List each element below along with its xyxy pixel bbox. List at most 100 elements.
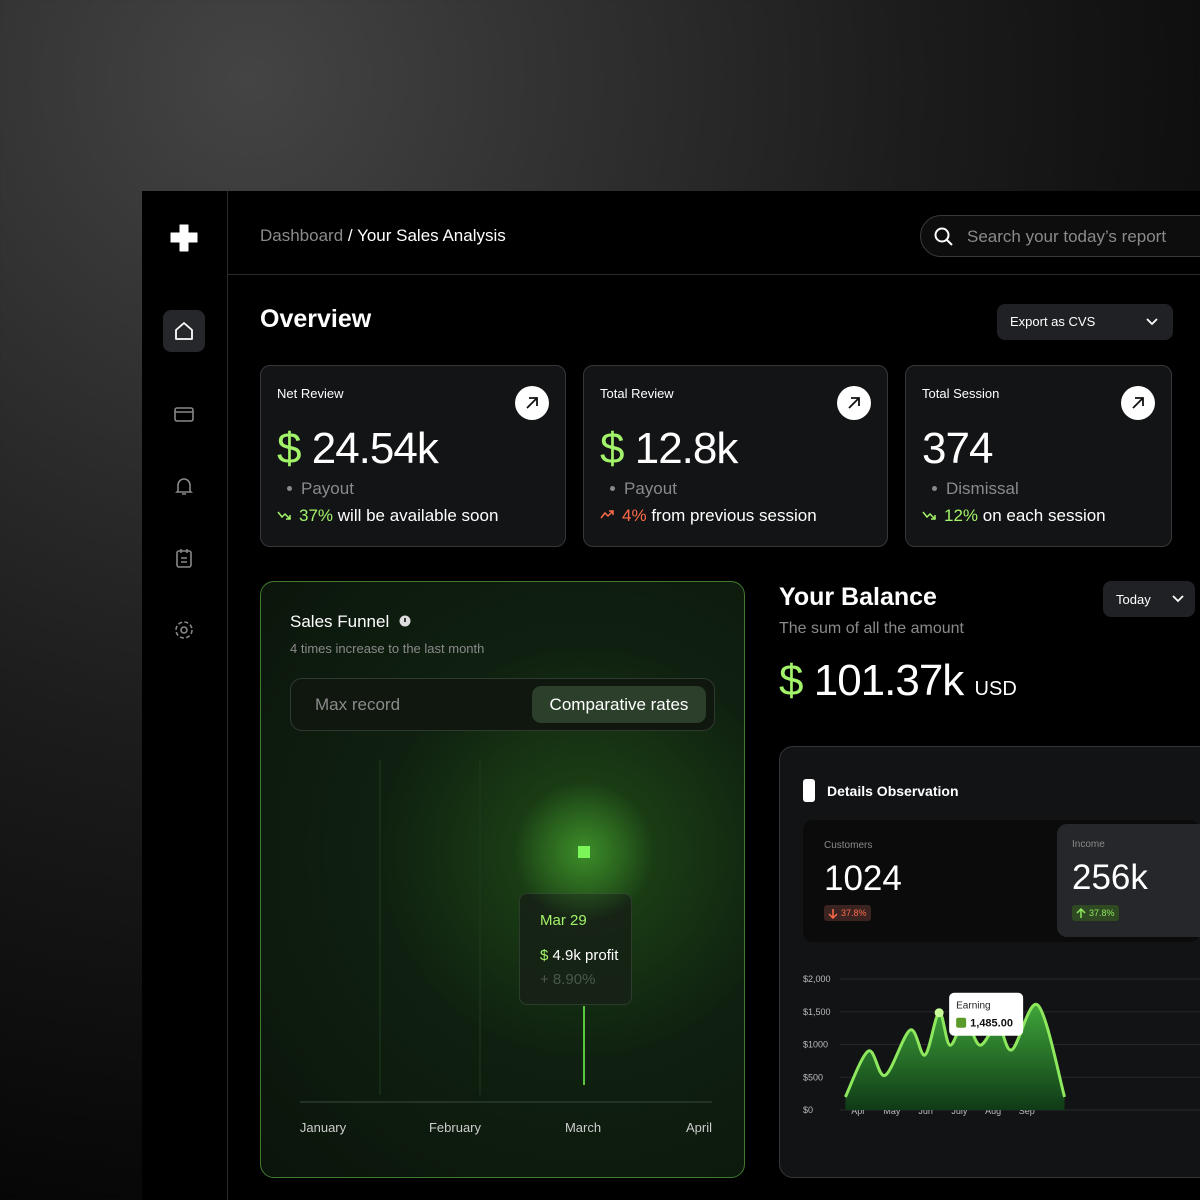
card-value: $ 12.8k: [600, 424, 739, 474]
stat-badge: 37.8%: [824, 905, 871, 921]
card-currency: $: [277, 424, 302, 473]
search-box[interactable]: Search your today’s report: [920, 215, 1200, 257]
card-link-button[interactable]: [837, 386, 871, 420]
breadcrumb-separator: /: [347, 226, 353, 245]
x-tick-label: Jun: [918, 1106, 933, 1116]
y-tick-label: $1,500: [803, 1007, 831, 1017]
balance-subtitle: The sum of all the amount: [779, 620, 964, 637]
tooltip-currency: $: [540, 947, 549, 964]
x-tick-label: Aug: [985, 1106, 1001, 1116]
tooltip-profit-text: 4.9k profit: [552, 947, 619, 964]
stat-change: 37.8%: [841, 908, 867, 918]
funnel-title: Sales Funnel: [290, 612, 412, 632]
breadcrumb-current: Your Sales Analysis: [357, 226, 506, 245]
stat-label: Income: [1072, 839, 1105, 850]
card-change-text: will be available soon: [337, 506, 499, 525]
balance-value: 101.37k: [813, 656, 965, 705]
card-link-button[interactable]: [1121, 386, 1155, 420]
card-change-value: 12%: [944, 506, 979, 525]
funnel-month: January: [299, 1120, 347, 1135]
card-currency: $: [600, 424, 625, 473]
earning-tooltip: [949, 992, 1024, 1036]
x-tick-label: Sep: [1019, 1106, 1035, 1116]
nav-notes[interactable]: [172, 546, 196, 570]
export-label: Export as CVS: [1010, 314, 1096, 329]
stat-change: 37.8%: [1089, 908, 1115, 918]
card-title: Total Review: [600, 386, 674, 401]
overview-title: Overview: [260, 305, 372, 333]
card-label: Dismissal: [932, 479, 1019, 499]
balance-currency: $: [779, 656, 804, 705]
card-value: $ 24.54k: [277, 424, 439, 474]
header: [228, 191, 1200, 275]
card-change-value: 4%: [622, 506, 647, 525]
funnel-month: April: [685, 1120, 712, 1135]
stat-box: Income 256k 37.8%: [1057, 824, 1200, 937]
details-title: Details Observation: [827, 783, 959, 799]
stat-badge: 37.8%: [1072, 905, 1119, 921]
nav-home[interactable]: [163, 310, 205, 352]
stat-value: 256k: [1072, 858, 1148, 897]
card-title: Total Session: [922, 386, 1000, 401]
sidebar: [142, 191, 228, 1200]
earning-tooltip-label: Earning: [956, 1001, 990, 1012]
card-title: Net Review: [277, 386, 344, 401]
balance-amount: $ 101.37k USD: [779, 656, 1017, 706]
stat-card: Net Review $ 24.54k Payout 37% will be avai…: [260, 365, 566, 547]
card-label: Payout: [610, 479, 677, 499]
earning-point: [934, 1008, 944, 1018]
x-tick-label: May: [883, 1106, 901, 1116]
stat-label: Customers: [824, 840, 873, 851]
badge-icon: [828, 908, 838, 919]
balance-unit: USD: [974, 678, 1017, 700]
funnel-title-text: Sales Funnel: [290, 612, 390, 631]
nav-card[interactable]: [172, 402, 196, 426]
stat-value: 1024: [824, 859, 902, 898]
tooltip-change: + 8.90%: [540, 971, 596, 988]
breadcrumb-parent[interactable]: Dashboard: [260, 226, 344, 245]
y-tick-label: $0: [803, 1105, 813, 1115]
funnel-tab[interactable]: Comparative rates: [532, 686, 706, 723]
card-change-text: from previous session: [651, 506, 817, 525]
card-change-text: on each session: [982, 506, 1106, 525]
breadcrumb: Dashboard / Your Sales Analysis: [260, 226, 506, 246]
card-value: 374: [922, 424, 993, 474]
period-label: Today: [1116, 592, 1151, 607]
x-tick-label: July: [951, 1106, 968, 1116]
card-number: 374: [922, 424, 993, 473]
card-change: 12% on each session: [922, 506, 1106, 526]
funnel-month: February: [428, 1120, 482, 1135]
card-number: 12.8k: [634, 424, 739, 473]
stat-box: Customers 1024 37.8%: [803, 820, 1053, 942]
y-tick-label: $1000: [803, 1040, 828, 1050]
trend-icon: [277, 511, 291, 520]
card-change: 37% will be available soon: [277, 506, 498, 526]
badge-icon: [1076, 907, 1086, 918]
earning-area: [845, 1004, 1065, 1110]
logo: [170, 224, 198, 252]
card-label: Payout: [287, 479, 354, 499]
y-tick-label: $2,000: [803, 974, 831, 984]
stat-card: Total Review $ 12.8k Payout 4% from previou…: [583, 365, 888, 547]
earning-tooltip-swatch: [956, 1017, 967, 1028]
search-placeholder: Search your today’s report: [967, 227, 1167, 246]
stat-card: Total Session 374 Dismissal 12% on each ses…: [905, 365, 1172, 547]
x-tick-label: Apr: [851, 1106, 865, 1116]
funnel-crosshair: [300, 760, 720, 1103]
period-button[interactable]: Today: [1103, 581, 1195, 617]
details-icon: [803, 779, 815, 802]
trend-icon: [600, 510, 614, 519]
earning-tooltip-value: 1,485.00: [970, 1018, 1013, 1030]
earning-line: [844, 1003, 1067, 1098]
export-button[interactable]: Export as CVS: [997, 304, 1173, 340]
nav-settings[interactable]: [172, 618, 196, 642]
card-link-button[interactable]: [515, 386, 549, 420]
card-number: 24.54k: [311, 424, 439, 473]
balance-title: Your Balance: [779, 583, 937, 611]
nav-bell[interactable]: [172, 474, 196, 498]
card-change: 4% from previous session: [600, 506, 817, 526]
funnel-tab[interactable]: Max record: [315, 695, 401, 714]
